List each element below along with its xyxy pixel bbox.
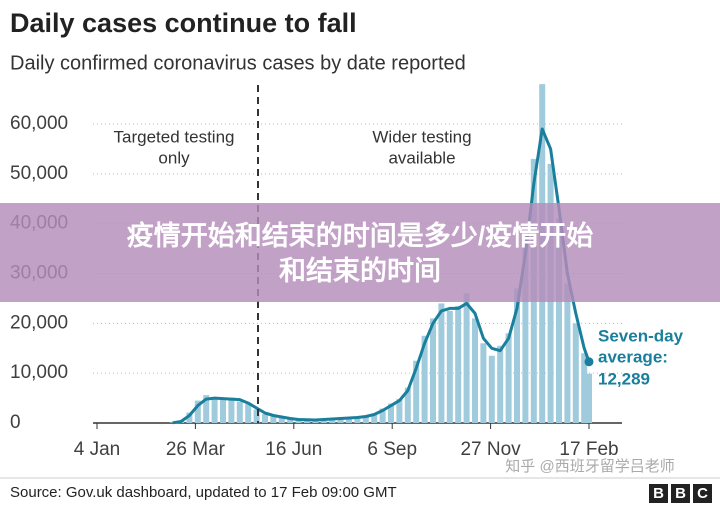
bar: [564, 283, 571, 423]
bar: [354, 417, 361, 423]
bar: [270, 416, 277, 423]
bar: [586, 373, 592, 423]
annotation: Wider testing: [372, 127, 471, 146]
annotation: Targeted testing: [114, 127, 235, 146]
bar: [581, 353, 588, 423]
bar: [295, 419, 302, 423]
bar: [430, 318, 436, 423]
bar: [463, 293, 470, 423]
bar: [186, 412, 193, 423]
banner-text: 和结束的时间: [279, 255, 441, 286]
bar: [572, 323, 579, 423]
bar: [404, 387, 411, 423]
bar: [262, 414, 268, 423]
banner: [0, 203, 720, 302]
bar: [514, 288, 520, 423]
bar: [522, 233, 529, 423]
bar: [236, 401, 243, 423]
bar: [346, 417, 352, 423]
bar: [379, 408, 386, 423]
bar: [472, 318, 478, 423]
bar: [312, 420, 319, 423]
bar: [194, 400, 201, 423]
bar: [421, 335, 428, 423]
logo-letter: B: [675, 485, 686, 502]
bar: [278, 417, 285, 423]
annotation: available: [388, 148, 455, 167]
bar: [446, 310, 453, 423]
bar: [228, 397, 235, 423]
value-label: 12,289: [598, 369, 650, 388]
bar: [287, 419, 294, 423]
annotation: Seven-day: [598, 326, 684, 345]
source: Source: Gov.uk dashboard, updated to 17 …: [10, 484, 397, 501]
bar: [480, 343, 487, 423]
bar: [505, 333, 512, 423]
bar: [388, 403, 394, 423]
bar: [438, 303, 445, 423]
bar: [245, 404, 252, 423]
bar: [320, 419, 327, 423]
annotation: average:: [598, 347, 668, 366]
bar: [329, 418, 336, 423]
logo-box: [649, 484, 668, 503]
logo-box: [693, 484, 712, 503]
y-tick-label: 10,000: [10, 362, 68, 383]
y-tick-label: 0: [10, 412, 21, 433]
x-tick-label: 26 Mar: [166, 439, 226, 460]
bar: [203, 395, 210, 423]
logo-letter: B: [653, 485, 664, 502]
x-tick-label: 27 Nov: [460, 439, 521, 460]
x-tick-label: 4 Jan: [74, 439, 120, 460]
y-tick-label: 60,000: [10, 113, 68, 134]
end-point: [584, 357, 594, 367]
x-tick-label: 17 Feb: [559, 439, 618, 460]
bar: [396, 399, 403, 423]
logo-letter: C: [697, 485, 708, 502]
banner-text: 疫情开始和结束的时间是多少/疫情开始: [127, 220, 594, 251]
bar: [413, 360, 420, 423]
bar: [253, 409, 260, 423]
bar: [497, 345, 504, 423]
x-tick-label: 6 Sep: [367, 439, 417, 460]
x-tick-label: 16 Jun: [265, 439, 322, 460]
chart-title: Daily cases continue to fall: [10, 8, 357, 38]
watermark: 知乎 @西班牙留学吕老师: [505, 458, 674, 475]
y-tick-label: 50,000: [10, 163, 68, 184]
bar: [488, 355, 495, 423]
bar: [371, 413, 378, 423]
bar: [211, 397, 218, 423]
logo-box: [671, 484, 690, 503]
bar: [455, 305, 462, 423]
annotation: only: [158, 148, 190, 167]
bar: [220, 400, 226, 423]
logo: B B C: [649, 484, 712, 503]
bar: [556, 218, 562, 423]
chart-subtitle: Daily confirmed coronavirus cases by dat…: [10, 52, 466, 74]
y-tick-label: 20,000: [10, 312, 68, 333]
bar: [362, 416, 369, 423]
bar: [337, 418, 344, 423]
